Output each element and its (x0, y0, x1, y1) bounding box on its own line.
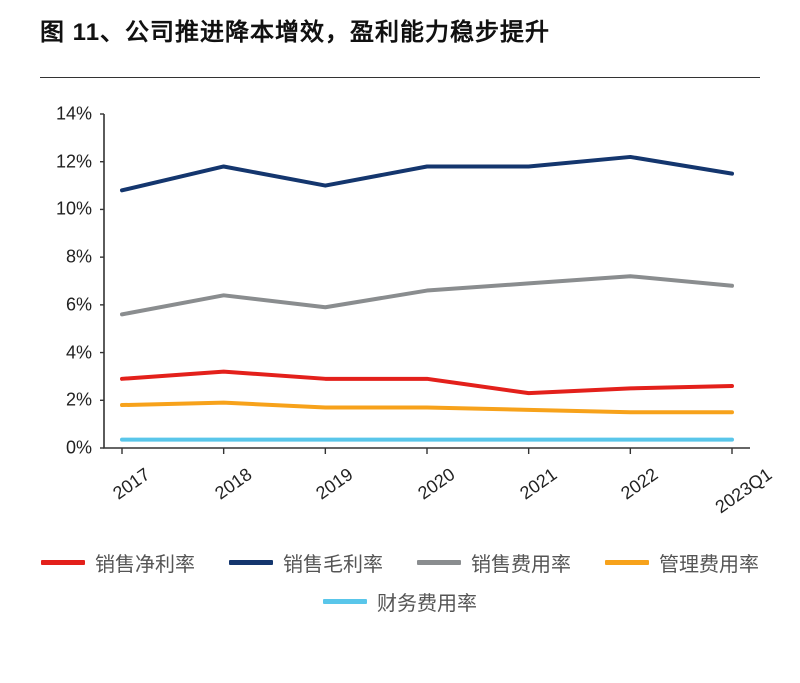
legend-swatch (229, 560, 273, 565)
y-axis-label: 12% (56, 151, 92, 172)
legend-item: 销售毛利率 (229, 548, 383, 577)
figure-container: { "title": "图 11、公司推进降本增效，盈利能力稳步提升", "ch… (0, 0, 800, 683)
x-axis-label: 2021 (516, 464, 561, 504)
x-axis-label: 2019 (313, 464, 358, 504)
x-axis-label: 2022 (618, 464, 663, 504)
legend: 销售净利率 销售毛利率 销售费用率 管理费用率财务费用率 (40, 548, 760, 616)
legend-label: 管理费用率 (659, 548, 759, 577)
legend-label: 销售毛利率 (283, 548, 383, 577)
y-axis-label: 14% (56, 104, 92, 125)
x-axis-label: 2023Q1 (712, 464, 777, 518)
legend-swatch (417, 560, 461, 565)
y-axis-label: 4% (66, 342, 92, 363)
legend-item: 管理费用率 (605, 548, 759, 577)
legend-item: 销售费用率 (417, 548, 571, 577)
y-axis-label: 8% (66, 247, 92, 268)
legend-label: 财务费用率 (377, 587, 477, 616)
legend-item: 销售净利率 (41, 548, 195, 577)
y-axis-label: 2% (66, 390, 92, 411)
legend-label: 销售净利率 (95, 548, 195, 577)
x-axis-label: 2017 (109, 464, 154, 504)
series-line (122, 372, 732, 393)
line-chart: 0%2%4%6%8%10%12%14% 20172018201920202021… (40, 108, 760, 458)
legend-swatch (323, 599, 367, 604)
figure-title: 图 11、公司推进降本增效，盈利能力稳步提升 (40, 12, 760, 47)
y-axis-label: 10% (56, 199, 92, 220)
series-line (122, 157, 732, 190)
series-line (122, 403, 732, 413)
plot-area (100, 108, 760, 458)
chart-svg (100, 108, 760, 458)
legend-swatch (605, 560, 649, 565)
y-axis-labels: 0%2%4%6%8%10%12%14% (40, 108, 100, 458)
x-axis-label: 2020 (414, 464, 459, 504)
y-axis-label: 0% (66, 438, 92, 459)
legend-item: 财务费用率 (323, 587, 477, 616)
title-area: 图 11、公司推进降本增效，盈利能力稳步提升 (0, 0, 800, 57)
x-axis-label: 2018 (211, 464, 256, 504)
y-axis-label: 6% (66, 294, 92, 315)
x-axis-labels: 2017201820192020202120222023Q1 (100, 458, 760, 518)
legend-label: 销售费用率 (471, 548, 571, 577)
series-line (122, 276, 732, 314)
legend-swatch (41, 560, 85, 565)
separator-wrap (0, 57, 800, 78)
axes (104, 114, 750, 448)
separator (40, 77, 760, 78)
